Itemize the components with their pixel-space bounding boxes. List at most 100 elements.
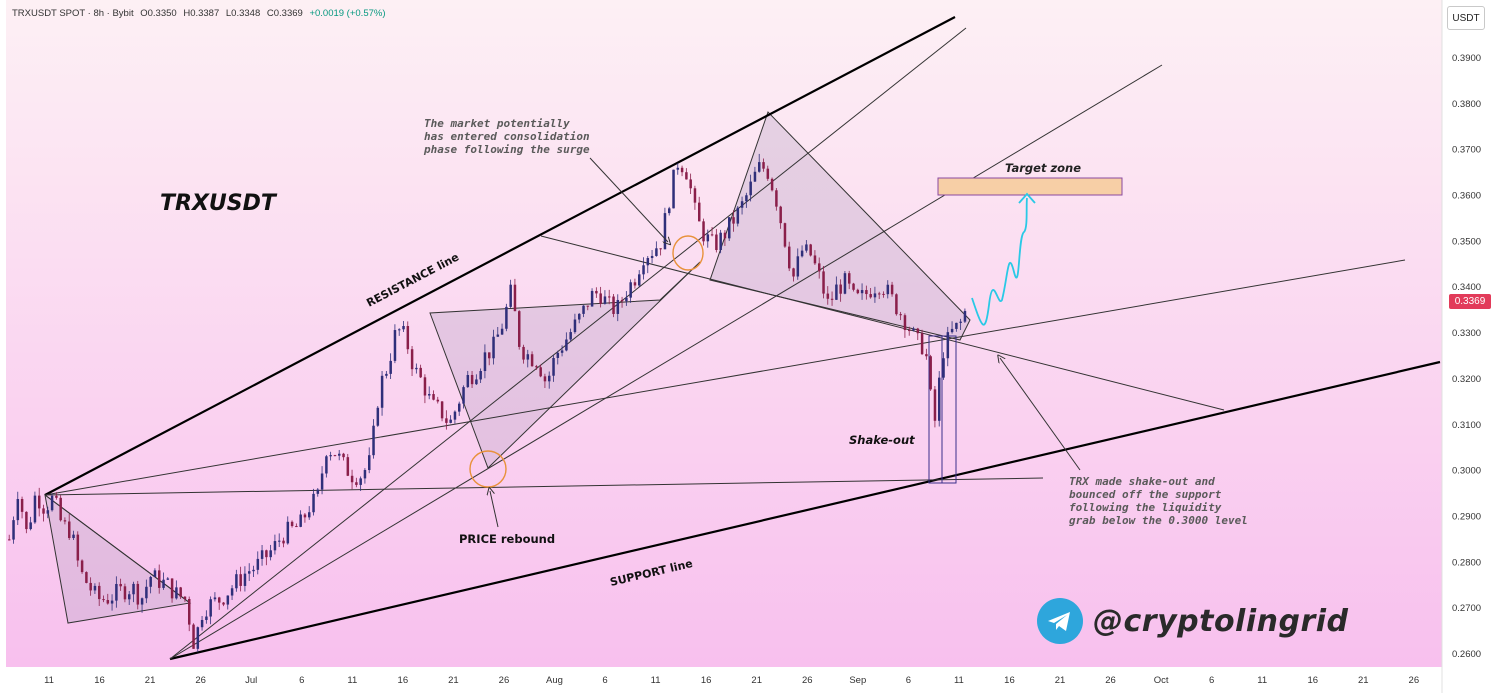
candle-body[interactable]: [933, 389, 937, 421]
candle-body[interactable]: [16, 498, 20, 521]
candle-body[interactable]: [76, 534, 80, 561]
candle-body[interactable]: [50, 495, 54, 511]
candle-body[interactable]: [796, 256, 800, 277]
candle-body[interactable]: [200, 619, 204, 628]
candle-body[interactable]: [415, 367, 418, 370]
candle-body[interactable]: [826, 293, 830, 299]
candle-body[interactable]: [715, 234, 718, 251]
candle-body[interactable]: [398, 329, 401, 331]
target-zone-box[interactable]: [937, 177, 1123, 196]
candle-body[interactable]: [663, 213, 667, 250]
candle-body[interactable]: [213, 597, 217, 600]
candle-body[interactable]: [890, 284, 894, 295]
candle-body[interactable]: [620, 299, 624, 302]
candle-body[interactable]: [556, 352, 560, 358]
candle-body[interactable]: [136, 583, 140, 605]
candle-body[interactable]: [878, 293, 881, 295]
candle-body[interactable]: [500, 328, 504, 335]
candle-body[interactable]: [286, 521, 290, 544]
candle-body[interactable]: [406, 326, 410, 350]
candle-body[interactable]: [642, 265, 645, 275]
candle-body[interactable]: [368, 455, 371, 471]
candle-body[interactable]: [963, 310, 967, 322]
candle-body[interactable]: [132, 583, 135, 595]
candle-body[interactable]: [158, 570, 161, 588]
candle-body[interactable]: [260, 550, 264, 559]
candle-body[interactable]: [423, 377, 427, 396]
candle-body[interactable]: [248, 571, 251, 574]
candle-body[interactable]: [68, 521, 71, 539]
candle-body[interactable]: [492, 336, 495, 359]
candle-body[interactable]: [230, 588, 234, 596]
candle-body[interactable]: [560, 350, 564, 353]
candle-body[interactable]: [453, 411, 457, 420]
support-line[interactable]: [169, 360, 1441, 661]
candle-body[interactable]: [483, 352, 487, 372]
candle-body[interactable]: [835, 284, 838, 300]
candle-body[interactable]: [702, 221, 705, 242]
candle-body[interactable]: [243, 573, 247, 586]
candle-body[interactable]: [59, 497, 62, 521]
candle-body[interactable]: [303, 514, 307, 518]
candle-body[interactable]: [882, 293, 885, 295]
candle-body[interactable]: [462, 387, 465, 404]
candle-body[interactable]: [698, 202, 701, 222]
candle-body[interactable]: [153, 570, 157, 577]
candle-body[interactable]: [548, 375, 551, 382]
candle-body[interactable]: [393, 330, 397, 361]
candle-body[interactable]: [839, 284, 842, 294]
candle-body[interactable]: [805, 244, 808, 251]
candle-body[interactable]: [475, 379, 478, 385]
candle-body[interactable]: [650, 255, 654, 259]
candle-body[interactable]: [659, 248, 662, 250]
candle-body[interactable]: [346, 457, 350, 476]
candle-body[interactable]: [668, 208, 671, 214]
candle-body[interactable]: [106, 600, 110, 604]
candle-body[interactable]: [80, 560, 84, 573]
candle-body[interactable]: [440, 401, 444, 419]
candle-body[interactable]: [145, 586, 148, 599]
candle-body[interactable]: [170, 578, 174, 599]
candle-body[interactable]: [522, 346, 525, 360]
candle-body[interactable]: [745, 195, 748, 202]
candle-body[interactable]: [689, 179, 692, 189]
candle-body[interactable]: [312, 493, 315, 513]
candle-body[interactable]: [728, 217, 731, 239]
candle-body[interactable]: [586, 305, 590, 307]
candle-body[interactable]: [445, 418, 448, 423]
candle-body[interactable]: [938, 377, 941, 421]
candle-body[interactable]: [946, 332, 950, 359]
candle-body[interactable]: [380, 375, 384, 408]
candle-body[interactable]: [466, 374, 470, 388]
candle-body[interactable]: [843, 273, 847, 294]
candle-body[interactable]: [175, 587, 178, 599]
candle-body[interactable]: [470, 374, 474, 385]
candle-body[interactable]: [265, 550, 268, 558]
candle-body[interactable]: [856, 289, 860, 294]
candle-body[interactable]: [8, 539, 11, 541]
candle-body[interactable]: [565, 339, 568, 351]
candle-body[interactable]: [942, 358, 945, 378]
candle-body[interactable]: [809, 244, 812, 256]
candle-body[interactable]: [282, 540, 285, 544]
candle-body[interactable]: [535, 366, 538, 368]
candle-body[interactable]: [770, 178, 774, 191]
candle-body[interactable]: [848, 273, 851, 284]
candle-body[interactable]: [419, 367, 422, 378]
triangle-edge[interactable]: [44, 494, 191, 604]
candle-body[interactable]: [252, 569, 255, 572]
candle-body[interactable]: [762, 162, 765, 169]
candle-body[interactable]: [685, 172, 688, 180]
candle-body[interactable]: [740, 201, 744, 208]
candle-body[interactable]: [788, 246, 791, 269]
candle-body[interactable]: [758, 162, 761, 172]
fan-line-2[interactable]: [169, 64, 1163, 660]
candle-body[interactable]: [428, 394, 431, 396]
candle-body[interactable]: [188, 599, 191, 625]
candle-body[interactable]: [920, 333, 924, 355]
candle-body[interactable]: [209, 599, 212, 617]
candle-body[interactable]: [29, 522, 32, 530]
candle-body[interactable]: [46, 510, 50, 514]
candle-body[interactable]: [865, 290, 868, 295]
